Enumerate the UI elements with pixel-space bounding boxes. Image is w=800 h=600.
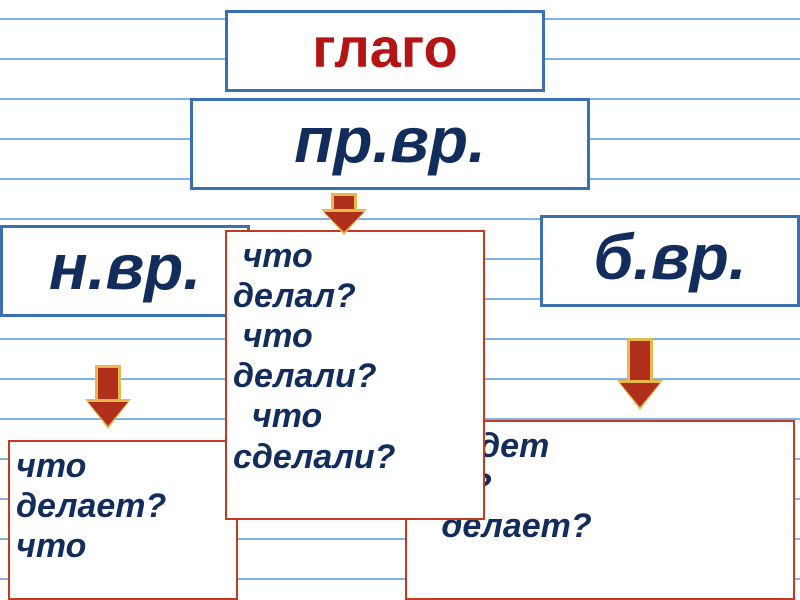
center-arrow-shaft	[331, 193, 357, 209]
center-q-line: делали?	[233, 356, 477, 396]
center-arrow	[321, 193, 367, 235]
left-q-line: что	[16, 446, 230, 486]
left-arrow-shaft	[95, 365, 121, 399]
center-q-line: что	[233, 396, 477, 436]
center-q-line: сделали?	[233, 437, 477, 477]
top-label: глаго	[312, 16, 457, 79]
left-q-line: что	[16, 526, 230, 566]
top-box: глаго	[225, 10, 545, 92]
right-arrow	[617, 338, 663, 410]
right-title-label: б.вр.	[594, 221, 747, 293]
right-arrow-head-fill	[620, 383, 660, 407]
center-title-label: пр.вр.	[294, 104, 486, 176]
center-q-line: делал?	[233, 276, 477, 316]
left-arrow-head-fill	[88, 402, 128, 426]
left-q-box: чтоделает?что	[8, 440, 238, 600]
right-title-box: б.вр.	[540, 215, 800, 307]
center-q-line: что	[233, 236, 477, 276]
center-title-box: пр.вр.	[190, 98, 590, 190]
left-q-line: делает?	[16, 486, 230, 526]
left-title-box: н.вр.	[0, 225, 250, 317]
right-arrow-shaft	[627, 338, 653, 380]
center-q-line: что	[233, 316, 477, 356]
left-title-label: н.вр.	[49, 231, 201, 303]
center-arrow-head-fill	[324, 212, 364, 232]
center-q-box: чтоделал? чтоделали? чтосделали?	[225, 230, 485, 520]
left-arrow	[85, 365, 131, 429]
